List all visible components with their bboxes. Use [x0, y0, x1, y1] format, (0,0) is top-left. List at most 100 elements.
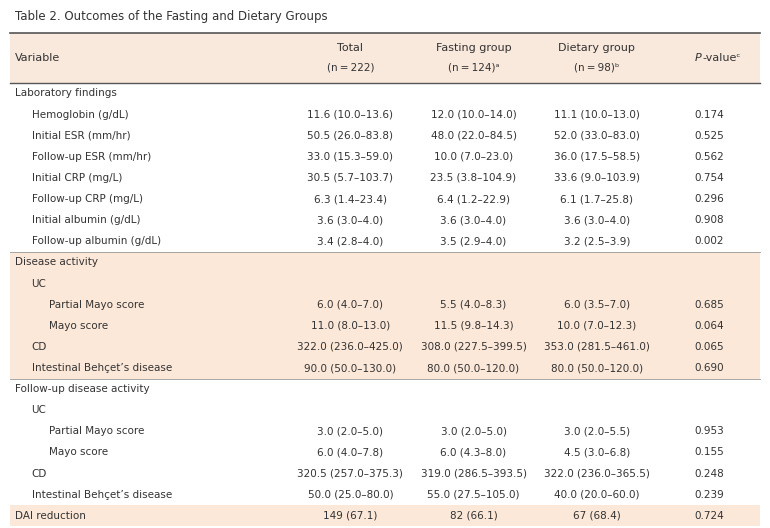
Text: 3.5 (2.9–4.0): 3.5 (2.9–4.0) [440, 237, 507, 246]
Bar [10, 252, 760, 273]
Bar [10, 315, 760, 336]
Text: 5.5 (4.0–8.3): 5.5 (4.0–8.3) [440, 300, 507, 309]
Text: (n = 98)ᵇ: (n = 98)ᵇ [574, 62, 619, 72]
Text: UC: UC [32, 406, 46, 415]
Text: 55.0 (27.5–105.0): 55.0 (27.5–105.0) [427, 490, 520, 499]
Text: 67 (68.4): 67 (68.4) [573, 511, 621, 521]
Bar [10, 421, 760, 442]
Text: 48.0 (22.0–84.5): 48.0 (22.0–84.5) [430, 131, 517, 140]
Text: 36.0 (17.5–58.5): 36.0 (17.5–58.5) [554, 152, 640, 162]
Text: 82 (66.1): 82 (66.1) [450, 511, 497, 521]
Bar [10, 273, 760, 294]
Text: 6.0 (4.0–7.0): 6.0 (4.0–7.0) [317, 300, 383, 309]
Text: 0.064: 0.064 [695, 321, 724, 331]
Text: 0.525: 0.525 [695, 131, 724, 140]
Bar [10, 526, 760, 528]
Text: 149 (67.1): 149 (67.1) [323, 511, 377, 521]
Text: Initial albumin (g/dL): Initial albumin (g/dL) [32, 215, 140, 225]
Text: Hemoglobin (g/dL): Hemoglobin (g/dL) [32, 110, 128, 119]
Text: Intestinal Behçet’s disease: Intestinal Behçet’s disease [32, 490, 172, 499]
Text: DAI reduction: DAI reduction [15, 511, 85, 521]
Text: 6.0 (4.0–7.8): 6.0 (4.0–7.8) [317, 448, 383, 457]
Text: Mayo score: Mayo score [49, 448, 108, 457]
Text: Follow-up CRP (mg/L): Follow-up CRP (mg/L) [32, 194, 142, 204]
Text: Partial Mayo score: Partial Mayo score [49, 300, 144, 309]
Text: 319.0 (286.5–393.5): 319.0 (286.5–393.5) [420, 469, 527, 478]
Text: 0.155: 0.155 [695, 448, 724, 457]
Text: 6.3 (1.4–23.4): 6.3 (1.4–23.4) [314, 194, 387, 204]
Text: Variable: Variable [15, 53, 60, 63]
Text: 90.0 (50.0–130.0): 90.0 (50.0–130.0) [304, 363, 397, 373]
Text: Table 2. Outcomes of the Fasting and Dietary Groups: Table 2. Outcomes of the Fasting and Die… [15, 10, 327, 23]
Text: 50.5 (26.0–83.8): 50.5 (26.0–83.8) [307, 131, 393, 140]
Text: 11.5 (9.8–14.3): 11.5 (9.8–14.3) [434, 321, 514, 331]
Text: 10.0 (7.0–12.3): 10.0 (7.0–12.3) [557, 321, 636, 331]
Text: 30.5 (5.7–103.7): 30.5 (5.7–103.7) [307, 173, 393, 183]
Text: 6.0 (3.5–7.0): 6.0 (3.5–7.0) [564, 300, 630, 309]
Bar [10, 0, 760, 33]
Text: 40.0 (20.0–60.0): 40.0 (20.0–60.0) [554, 490, 640, 499]
Text: 0.754: 0.754 [695, 173, 724, 183]
Text: 10.0 (7.0–23.0): 10.0 (7.0–23.0) [434, 152, 513, 162]
Text: CD: CD [32, 469, 47, 478]
Text: Partial Mayo score: Partial Mayo score [49, 427, 144, 436]
Text: Intestinal Behçet’s disease: Intestinal Behçet’s disease [32, 363, 172, 373]
Text: 0.690: 0.690 [695, 363, 724, 373]
Text: 353.0 (281.5–461.0): 353.0 (281.5–461.0) [544, 342, 650, 352]
Text: 12.0 (10.0–14.0): 12.0 (10.0–14.0) [430, 110, 517, 119]
Text: 3.6 (3.0–4.0): 3.6 (3.0–4.0) [317, 215, 383, 225]
Text: 0.908: 0.908 [695, 215, 724, 225]
Text: Initial CRP (mg/L): Initial CRP (mg/L) [32, 173, 122, 183]
Text: 11.0 (8.0–13.0): 11.0 (8.0–13.0) [311, 321, 390, 331]
Bar [10, 146, 760, 167]
Text: 3.0 (2.0–5.0): 3.0 (2.0–5.0) [317, 427, 383, 436]
Bar [10, 125, 760, 146]
Text: 33.0 (15.3–59.0): 33.0 (15.3–59.0) [307, 152, 393, 162]
Bar [10, 336, 760, 357]
Text: 0.248: 0.248 [695, 469, 724, 478]
Text: Total: Total [337, 43, 363, 53]
Text: 322.0 (236.0–425.0): 322.0 (236.0–425.0) [297, 342, 403, 352]
Text: Follow-up ESR (mm/hr): Follow-up ESR (mm/hr) [32, 152, 151, 162]
Bar [10, 167, 760, 188]
Text: 0.953: 0.953 [695, 427, 724, 436]
Text: 320.5 (257.0–375.3): 320.5 (257.0–375.3) [297, 469, 403, 478]
Bar [10, 33, 760, 83]
Text: UC: UC [32, 279, 46, 288]
Text: 50.0 (25.0–80.0): 50.0 (25.0–80.0) [307, 490, 393, 499]
Text: 0.002: 0.002 [695, 237, 724, 246]
Text: 80.0 (50.0–120.0): 80.0 (50.0–120.0) [551, 363, 643, 373]
Text: 3.6 (3.0–4.0): 3.6 (3.0–4.0) [440, 215, 507, 225]
Bar [10, 379, 760, 400]
Text: 4.5 (3.0–6.8): 4.5 (3.0–6.8) [564, 448, 630, 457]
Text: 0.296: 0.296 [695, 194, 724, 204]
Text: 0.239: 0.239 [695, 490, 724, 499]
Text: Initial ESR (mm/hr): Initial ESR (mm/hr) [32, 131, 130, 140]
Bar [10, 463, 760, 484]
Text: 6.0 (4.3–8.0): 6.0 (4.3–8.0) [440, 448, 507, 457]
Text: Disease activity: Disease activity [15, 258, 98, 267]
Text: Laboratory findings: Laboratory findings [15, 89, 116, 98]
Text: 3.6 (3.0–4.0): 3.6 (3.0–4.0) [564, 215, 630, 225]
Text: 308.0 (227.5–399.5): 308.0 (227.5–399.5) [420, 342, 527, 352]
Text: 0.174: 0.174 [695, 110, 724, 119]
Bar [10, 484, 760, 505]
Text: 0.065: 0.065 [695, 342, 724, 352]
Text: 0.724: 0.724 [695, 511, 724, 521]
Bar [10, 104, 760, 125]
Text: 0.685: 0.685 [695, 300, 724, 309]
Text: Follow-up disease activity: Follow-up disease activity [15, 384, 149, 394]
Bar [10, 294, 760, 315]
Text: 3.0 (2.0–5.5): 3.0 (2.0–5.5) [564, 427, 630, 436]
Text: 80.0 (50.0–120.0): 80.0 (50.0–120.0) [427, 363, 520, 373]
Text: 11.6 (10.0–13.6): 11.6 (10.0–13.6) [307, 110, 393, 119]
Text: CD: CD [32, 342, 47, 352]
Text: 11.1 (10.0–13.0): 11.1 (10.0–13.0) [554, 110, 640, 119]
Text: Fasting group: Fasting group [436, 43, 511, 53]
Text: 3.4 (2.8–4.0): 3.4 (2.8–4.0) [317, 237, 383, 246]
Text: Dietary group: Dietary group [558, 43, 635, 53]
Text: Mayo score: Mayo score [49, 321, 108, 331]
Text: 23.5 (3.8–104.9): 23.5 (3.8–104.9) [430, 173, 517, 183]
Text: 0.562: 0.562 [695, 152, 724, 162]
Text: 322.0 (236.0–365.5): 322.0 (236.0–365.5) [544, 469, 650, 478]
